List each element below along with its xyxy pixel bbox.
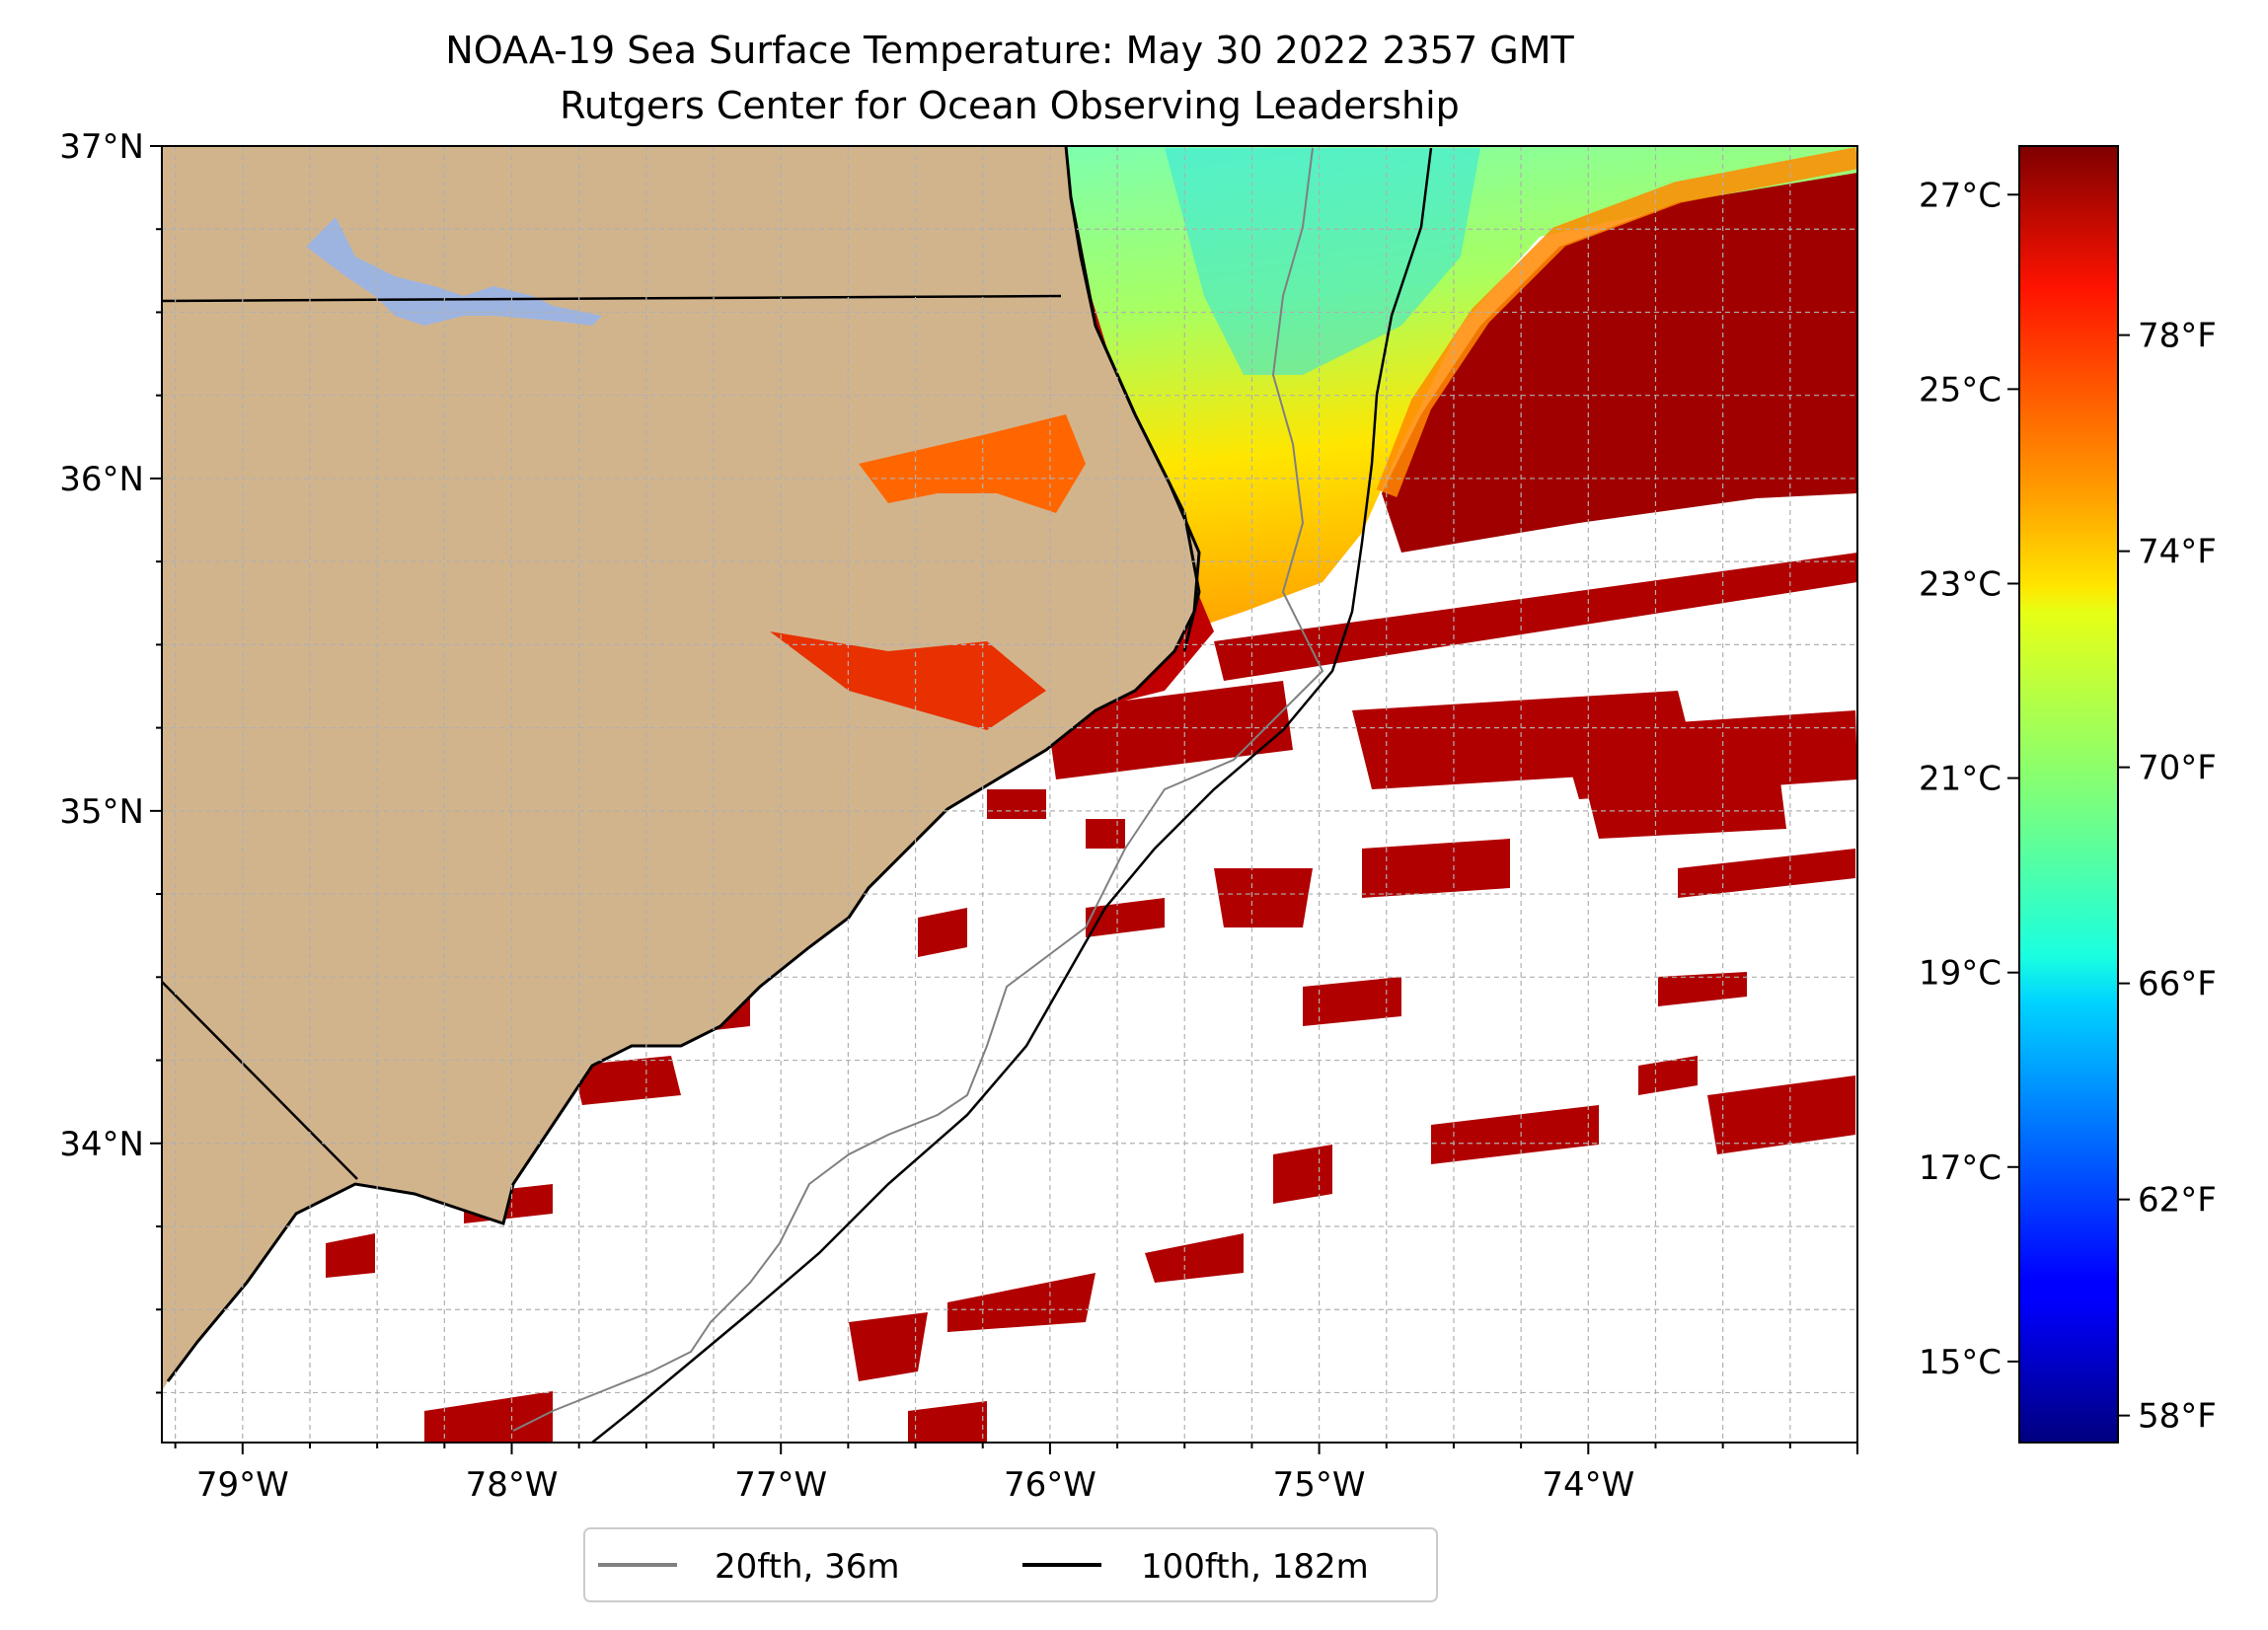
celsius-tick-label: 23°C [1919, 564, 2002, 604]
chart-subtitle: Rutgers Center for Ocean Observing Leade… [560, 84, 1460, 127]
longitude-axis: 79°W 78°W 77°W 76°W 75°W 74°W [174, 1443, 1858, 1505]
fahrenheit-tick-label: 58°F [2138, 1397, 2217, 1437]
lon-tick-label: 75°W [1273, 1465, 1366, 1505]
state-border-va-nc [162, 294, 1062, 303]
lon-tick-label: 76°W [1004, 1465, 1096, 1505]
lon-tick-label: 79°W [196, 1465, 289, 1505]
contour-20fth [512, 147, 1324, 1432]
lon-tick-label: 78°W [466, 1465, 559, 1505]
fahrenheit-tick-label: 74°F [2138, 533, 2217, 572]
lon-tick-label: 74°W [1542, 1465, 1634, 1505]
fahrenheit-tick-label: 78°F [2138, 317, 2217, 356]
lat-tick-label: 37°N [59, 127, 144, 167]
lat-tick-label: 34°N [59, 1125, 144, 1164]
legend-label-100fth: 100fth, 182m [1141, 1547, 1369, 1587]
sst-gulf-stream [1382, 173, 1857, 553]
chart-title: NOAA-19 Sea Surface Temperature: May 30 … [445, 29, 1574, 72]
celsius-tick-label: 21°C [1919, 760, 2002, 799]
celsius-tick-label: 17°C [1919, 1148, 2002, 1188]
lat-tick-label: 35°N [59, 792, 144, 832]
sound-water-south [770, 631, 1046, 730]
celsius-tick-label: 27°C [1919, 176, 2002, 215]
celsius-tick-label: 19°C [1919, 954, 2002, 994]
fahrenheit-tick-label: 62°F [2138, 1181, 2217, 1221]
gridlines [162, 146, 1857, 1443]
fahrenheit-tick-label: 66°F [2138, 965, 2217, 1004]
celsius-tick-label: 25°C [1919, 370, 2002, 409]
legend: 20fth, 36m 100fth, 182m [583, 1527, 1438, 1602]
colorbar-fahrenheit-axis: 78°F 74°F 70°F 66°F 62°F 58°F [2118, 317, 2217, 1437]
colorbar-celsius-axis: 27°C 25°C 23°C 21°C 19°C 17°C 15°C [1919, 176, 2019, 1382]
celsius-tick-label: 15°C [1919, 1343, 2002, 1382]
fahrenheit-tick-label: 70°F [2138, 749, 2217, 788]
state-border-nc-sc [162, 981, 358, 1180]
lat-tick-label: 36°N [59, 460, 144, 499]
colorbar [2018, 145, 2119, 1444]
sst-gulf-stream-edge [1376, 147, 1857, 497]
legend-frame [583, 1527, 1438, 1602]
lon-tick-label: 77°W [734, 1465, 827, 1505]
map-area [162, 146, 1857, 1443]
legend-label-20fth: 20fth, 36m [715, 1547, 900, 1587]
map-frame [161, 145, 1858, 1444]
contour-100fth [591, 147, 1433, 1443]
latitude-axis: 37°N 36°N 35°N 34°N [59, 127, 162, 1394]
sst-cool-core [1165, 148, 1480, 375]
